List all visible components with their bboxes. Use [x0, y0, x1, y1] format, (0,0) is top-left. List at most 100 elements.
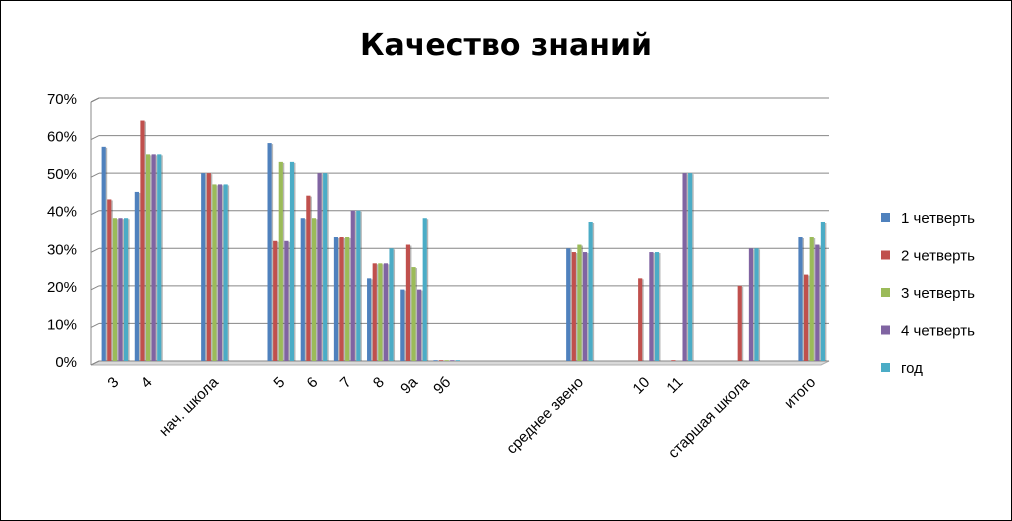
bar [289, 161, 295, 361]
bar [157, 154, 162, 361]
series-3 [112, 154, 816, 361]
bar [123, 218, 129, 361]
bar-side [686, 174, 689, 361]
bar [300, 218, 305, 361]
bar-side [575, 253, 578, 361]
bar-side [216, 185, 218, 361]
series-4 [118, 154, 821, 361]
bar [378, 263, 383, 361]
legend-swatch [881, 325, 890, 335]
bar [339, 237, 344, 361]
bar [422, 218, 427, 361]
x-category-label: итого [781, 374, 819, 412]
legend-swatch [881, 363, 890, 372]
bar-side [161, 155, 163, 361]
x-category-label: 7 [337, 374, 355, 392]
bar [206, 173, 211, 361]
bar-side [282, 162, 285, 361]
bar [566, 248, 571, 361]
bar [582, 252, 588, 361]
plot-floor [90, 360, 830, 366]
x-category-label: 9б [430, 374, 454, 398]
bar-side [222, 185, 224, 361]
bar-side [802, 238, 805, 361]
x-category-label: нач. школа [156, 373, 222, 439]
x-category-label: 6 [304, 374, 322, 392]
bar [798, 237, 803, 361]
bar [571, 252, 576, 361]
bar-side [111, 200, 113, 361]
bar [820, 221, 826, 361]
y-tick-label: 60% [47, 129, 77, 146]
bar-side [376, 264, 379, 361]
bar-side [277, 241, 279, 361]
y-tick-label: 10% [47, 316, 77, 333]
bar [444, 360, 449, 361]
bar-side [426, 219, 429, 361]
x-category-label: 5 [270, 374, 288, 392]
bar-side [294, 162, 296, 361]
y-tick-label: 40% [47, 204, 77, 221]
legend-label: 3 четверть [901, 285, 975, 302]
bar [433, 360, 438, 361]
bar-side [205, 174, 207, 361]
bar-side [155, 155, 158, 361]
bar [151, 154, 156, 361]
bar [688, 173, 693, 361]
legend-swatch [881, 288, 890, 297]
bar-side [642, 279, 644, 361]
bar-side [354, 211, 357, 361]
bar-side [210, 174, 213, 361]
bar [654, 252, 660, 361]
legend: 1 четверть 2 четверть 3 четверть 4 четверть… [881, 210, 975, 377]
bar-side [410, 245, 412, 361]
bar [101, 146, 106, 361]
x-category-label: 10 [630, 374, 654, 398]
bar-side [587, 253, 589, 361]
bar [450, 360, 455, 361]
bar-side [592, 222, 595, 361]
bar [577, 244, 582, 361]
bar [809, 237, 814, 361]
bar [804, 274, 809, 361]
bar-side [138, 192, 141, 361]
bar-side [310, 196, 312, 361]
gridline-depth [90, 322, 100, 328]
bar [439, 360, 444, 361]
bar [356, 210, 361, 361]
bar [367, 278, 372, 361]
series-2 [107, 120, 810, 362]
bar-side [227, 185, 230, 361]
bar [201, 173, 206, 361]
bar [372, 263, 377, 361]
bar-side [758, 249, 761, 361]
bar [649, 252, 654, 361]
y-tick-label: 50% [47, 166, 77, 183]
bar-side [825, 222, 827, 361]
legend-swatch [881, 213, 890, 222]
bar [273, 240, 278, 361]
bar [212, 184, 217, 361]
bar [223, 184, 228, 361]
bar-side [659, 253, 661, 361]
bar-side [388, 264, 390, 361]
bar [323, 173, 328, 361]
bar [389, 248, 394, 361]
bar-side [415, 268, 418, 361]
bar-side [116, 219, 119, 361]
x-category-label: 11 [663, 374, 686, 397]
bar-side [271, 144, 274, 361]
bar [682, 173, 687, 361]
bar [671, 360, 676, 361]
bar [455, 360, 461, 361]
bar-side [819, 245, 821, 361]
bar-side [321, 174, 324, 361]
bar-side [653, 253, 655, 361]
bar-side [360, 211, 362, 361]
bar [278, 161, 283, 361]
bar [350, 210, 355, 361]
bar-side [753, 249, 755, 361]
bar-side [371, 279, 373, 361]
legend-label: 1 четверть [901, 210, 975, 227]
bar [311, 218, 317, 361]
